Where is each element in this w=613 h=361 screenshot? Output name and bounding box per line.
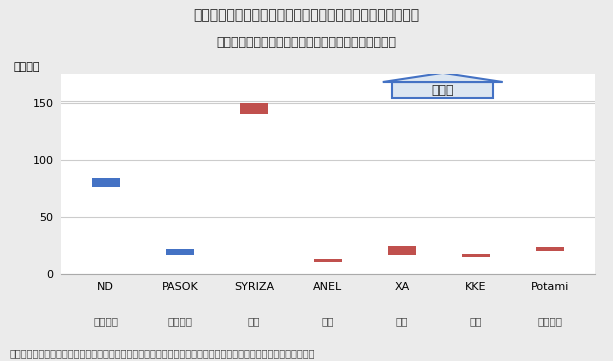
Bar: [462, 254, 490, 257]
Bar: [314, 260, 342, 262]
Text: （注）青が解散前の与党、赤が野党。棒の分布と長さは獲得議席数予測の最低と最高の範囲を示す（資料）各社調査: （注）青が解散前の与党、赤が野党。棒の分布と長さは獲得議席数予測の最低と最高の範…: [9, 348, 314, 358]
Text: 左派: 左派: [470, 316, 482, 326]
Bar: [166, 249, 194, 255]
Bar: [240, 103, 268, 114]
Bar: [92, 178, 120, 187]
Text: 極右: 極右: [396, 316, 408, 326]
Polygon shape: [383, 73, 503, 82]
Text: 右派: 右派: [322, 316, 334, 326]
Text: 左派: 左派: [248, 316, 260, 326]
Text: 解散総選挙決定後の世論調査に基づく政党別獲得議席数予測: 解散総選挙決定後の世論調査に基づく政党別獲得議席数予測: [194, 8, 419, 22]
Bar: [388, 246, 416, 255]
Text: 中道左派: 中道左派: [167, 316, 192, 326]
Text: ～ＳＹＲＩＺＡ第１党は確実視、単独過半数は困難～: ～ＳＹＲＩＺＡ第１党は確実視、単独過半数は困難～: [216, 36, 397, 49]
Text: 過半数: 過半数: [432, 83, 454, 96]
Text: 中道左派: 中道左派: [538, 316, 563, 326]
Text: 中道右派: 中道右派: [93, 316, 118, 326]
Text: （議席）: （議席）: [13, 62, 40, 72]
Bar: [392, 82, 493, 98]
Bar: [536, 247, 564, 252]
